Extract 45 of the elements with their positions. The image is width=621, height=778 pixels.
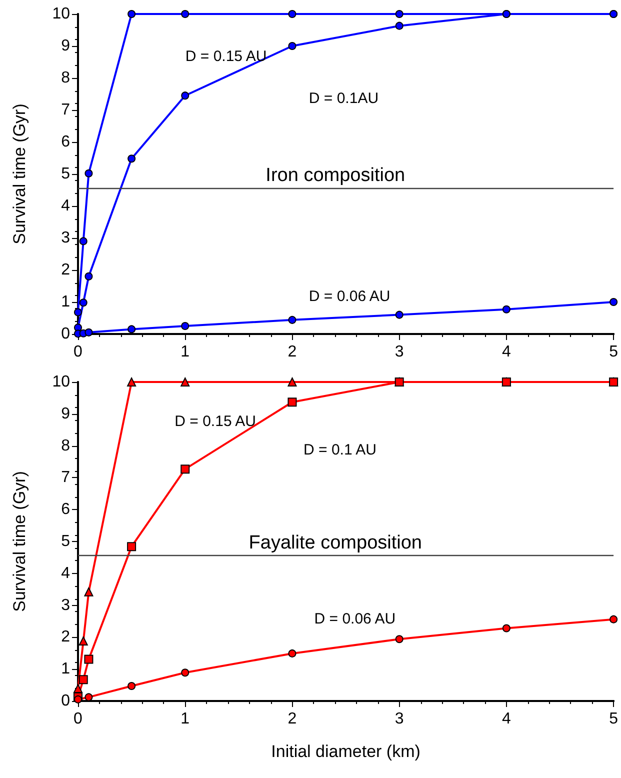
y-tick-label: 1	[61, 294, 70, 310]
y-tick-label: 5	[61, 166, 70, 182]
y-axis-title: Survival time (Gyr)	[10, 104, 29, 244]
y-axis-title: Survival time (Gyr)	[10, 471, 29, 612]
y-tick-label: 5	[61, 533, 70, 550]
y-tick-label: 0	[61, 326, 70, 342]
x-tick-label: 1	[180, 344, 190, 360]
x-tick-label: 3	[394, 344, 404, 360]
annotation: D = 0.15 AU	[185, 48, 267, 66]
y-tick-label: 8	[61, 70, 70, 86]
x-tick-label: 4	[502, 710, 511, 728]
y-tick-label: 10	[52, 6, 70, 22]
y-tick-label: 1	[61, 660, 70, 678]
x-tick-label: 2	[288, 344, 297, 360]
y-tick-label: 2	[61, 628, 70, 646]
annotation: D = 0.06 AU	[308, 288, 390, 306]
x-tick-label: 1	[180, 710, 190, 728]
y-tick-label: 6	[61, 501, 70, 518]
x-tick-label: 4	[502, 344, 511, 360]
y-tick-label: 4	[61, 198, 70, 214]
x-tick-label: 2	[288, 710, 297, 728]
annotation: D = 0.1 AU	[304, 442, 377, 459]
y-tick-label: 3	[61, 596, 70, 614]
x-tick-label: 5	[609, 710, 618, 728]
text: Fayalite composition	[248, 532, 422, 554]
y-tick-label: 9	[61, 38, 70, 54]
x-axis-title: Initial diameter (km)	[271, 742, 420, 761]
y-tick-label: 6	[61, 134, 70, 150]
x-tick-label: 0	[74, 344, 83, 360]
text: Iron composition	[266, 165, 406, 186]
y-tick-label: 7	[61, 469, 70, 486]
y-tick-label: 2	[61, 262, 70, 278]
annotation: D = 0.15 AU	[174, 412, 256, 430]
y-tick-label: 3	[61, 230, 70, 246]
y-tick-label: 4	[61, 564, 70, 582]
y-tick-label: 0	[61, 692, 70, 710]
x-tick-label: 5	[609, 344, 618, 360]
x-tick-label: 3	[394, 710, 404, 728]
x-tick-label: 0	[74, 710, 83, 728]
y-tick-label: 7	[61, 102, 70, 118]
annotation: D = 0.06 AU	[314, 610, 396, 628]
y-tick-label: 8	[61, 437, 70, 454]
y-tick-label: 9	[61, 405, 70, 422]
annotation: D = 0.1AU	[308, 90, 379, 107]
y-tick-label: 10	[52, 374, 70, 390]
